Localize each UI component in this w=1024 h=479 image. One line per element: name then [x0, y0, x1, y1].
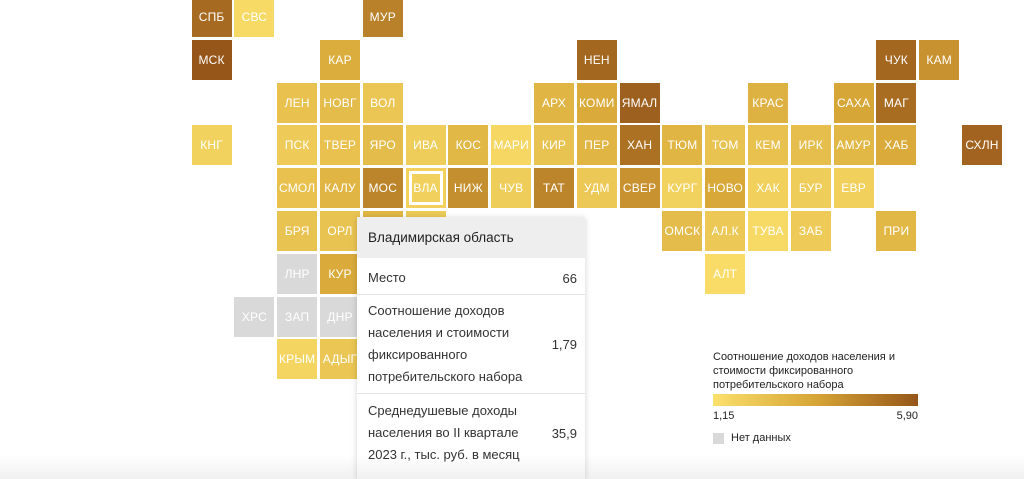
region-tile-ХАБ[interactable]: ХАБ — [876, 125, 917, 166]
region-tile-ПЕР[interactable]: ПЕР — [576, 125, 617, 166]
tooltip-value: 1,79 — [551, 336, 577, 352]
region-tile-ВЛА[interactable]: ВЛА — [405, 168, 446, 209]
region-tile-МАРИ[interactable]: МАРИ — [491, 125, 532, 166]
legend-gradient-bar — [713, 394, 918, 406]
region-tile-КРАС[interactable]: КРАС — [748, 82, 788, 123]
region-tile-АЛ.К[interactable]: АЛ.К — [705, 211, 746, 251]
region-tile-БРЯ[interactable]: БРЯ — [277, 211, 318, 251]
region-tile-АЛТ[interactable]: АЛТ — [705, 253, 746, 294]
region-tile-ТУВА[interactable]: ТУВА — [748, 211, 788, 251]
region-tile-КИР[interactable]: КИР — [534, 125, 574, 166]
tooltip-value: 66 — [562, 270, 577, 286]
tooltip-value: 35,9 — [551, 425, 577, 441]
region-tile-МУР[interactable]: МУР — [362, 0, 403, 37]
region-tile-ПСК[interactable]: ПСК — [277, 125, 318, 166]
region-tile-ХАК[interactable]: ХАК — [748, 168, 788, 209]
region-tile-ЛЕН[interactable]: ЛЕН — [277, 82, 318, 123]
region-tile-СВС[interactable]: СВС — [234, 0, 275, 37]
tooltip-region-name: Владимирская область — [357, 217, 585, 258]
region-tile-ЗАБ[interactable]: ЗАБ — [790, 211, 831, 251]
region-tile-САХА[interactable]: САХА — [833, 82, 874, 123]
tooltip-label: Соотношение доходов населения и стоимост… — [368, 303, 523, 384]
region-tile-СВЕР[interactable]: СВЕР — [619, 168, 660, 209]
region-tile-ЕВР[interactable]: ЕВР — [833, 168, 874, 209]
tooltip-row-rank: Место 66 — [357, 262, 585, 295]
region-tile-ОРЛ[interactable]: ОРЛ — [320, 211, 360, 251]
region-tile-КУРГ[interactable]: КУРГ — [662, 168, 703, 209]
region-tile-КАР[interactable]: КАР — [320, 39, 360, 80]
region-tile-КАЛУ[interactable]: КАЛУ — [320, 168, 360, 209]
region-tile-ПРИ[interactable]: ПРИ — [876, 211, 917, 251]
region-tile-ЗАП[interactable]: ЗАП — [277, 296, 318, 337]
region-tile-КНГ[interactable]: КНГ — [191, 125, 232, 166]
region-tile-ЧУВ[interactable]: ЧУВ — [491, 168, 532, 209]
region-tile-АМУР[interactable]: АМУР — [833, 125, 874, 166]
nodata-swatch — [713, 432, 724, 444]
region-tile-ДНР[interactable]: ДНР — [320, 296, 360, 337]
region-tile-СХЛН[interactable]: СХЛН — [962, 125, 1002, 166]
region-tile-БУР[interactable]: БУР — [790, 168, 831, 209]
legend-nodata: Нет данных — [713, 432, 923, 444]
region-tooltip: Владимирская область Место 66 Соотношени… — [357, 217, 585, 479]
region-tile-ТАТ[interactable]: ТАТ — [534, 168, 574, 209]
region-tile-ИРК[interactable]: ИРК — [790, 125, 831, 166]
region-tile-УДМ[interactable]: УДМ — [576, 168, 617, 209]
region-tile-ЯМАЛ[interactable]: ЯМАЛ — [619, 82, 660, 123]
region-tile-КЕМ[interactable]: КЕМ — [748, 125, 788, 166]
tooltip-row-income: Среднедушевые доходы населения во II ква… — [357, 394, 585, 472]
region-tile-ТВЕР[interactable]: ТВЕР — [320, 125, 360, 166]
region-tile-ТОМ[interactable]: ТОМ — [705, 125, 746, 166]
region-tile-МАГ[interactable]: МАГ — [876, 82, 917, 123]
region-tile-СПБ[interactable]: СПБ — [191, 0, 232, 37]
region-tile-НОВО[interactable]: НОВО — [705, 168, 746, 209]
color-legend: Соотношение доходов населения и стоимост… — [713, 350, 923, 444]
region-tile-ТЮМ[interactable]: ТЮМ — [662, 125, 703, 166]
region-tile-НЕН[interactable]: НЕН — [576, 39, 617, 80]
tooltip-label: Место — [368, 270, 406, 285]
region-tile-ИВА[interactable]: ИВА — [405, 125, 446, 166]
legend-nodata-label: Нет данных — [731, 432, 791, 444]
region-tile-МОС[interactable]: МОС — [362, 168, 403, 209]
tooltip-label: Среднедушевые доходы населения во II ква… — [368, 403, 520, 462]
region-tile-КАМ[interactable]: КАМ — [919, 39, 960, 80]
region-tile-ХАН[interactable]: ХАН — [619, 125, 660, 166]
legend-min-label: 1,15 — [713, 410, 735, 422]
tooltip-row-ratio: Соотношение доходов населения и стоимост… — [357, 295, 585, 394]
region-tile-ЯРО[interactable]: ЯРО — [362, 125, 403, 166]
region-tile-КОМИ[interactable]: КОМИ — [576, 82, 617, 123]
region-tile-ОМСК[interactable]: ОМСК — [662, 211, 703, 251]
region-tile-НОВГ[interactable]: НОВГ — [320, 82, 360, 123]
region-tile-НИЖ[interactable]: НИЖ — [448, 168, 489, 209]
legend-title: Соотношение доходов населения и стоимост… — [713, 351, 895, 391]
region-tile-ВОЛ[interactable]: ВОЛ — [362, 82, 403, 123]
region-tile-СМОЛ[interactable]: СМОЛ — [277, 168, 318, 209]
region-tile-КОС[interactable]: КОС — [448, 125, 489, 166]
legend-ticks: 1,15 5,90 — [713, 410, 918, 422]
region-tile-АДЫГ[interactable]: АДЫГ — [320, 339, 360, 380]
region-tile-ЧУК[interactable]: ЧУК — [876, 39, 917, 80]
region-tile-ХРС[interactable]: ХРС — [234, 296, 275, 337]
legend-max-label: 5,90 — [896, 410, 918, 422]
region-tile-АРХ[interactable]: АРХ — [534, 82, 574, 123]
region-tile-МСК[interactable]: МСК — [191, 39, 232, 80]
region-tile-КРЫМ[interactable]: КРЫМ — [277, 339, 318, 380]
region-tile-КУР[interactable]: КУР — [320, 253, 360, 294]
region-tile-ЛНР[interactable]: ЛНР — [277, 253, 318, 294]
